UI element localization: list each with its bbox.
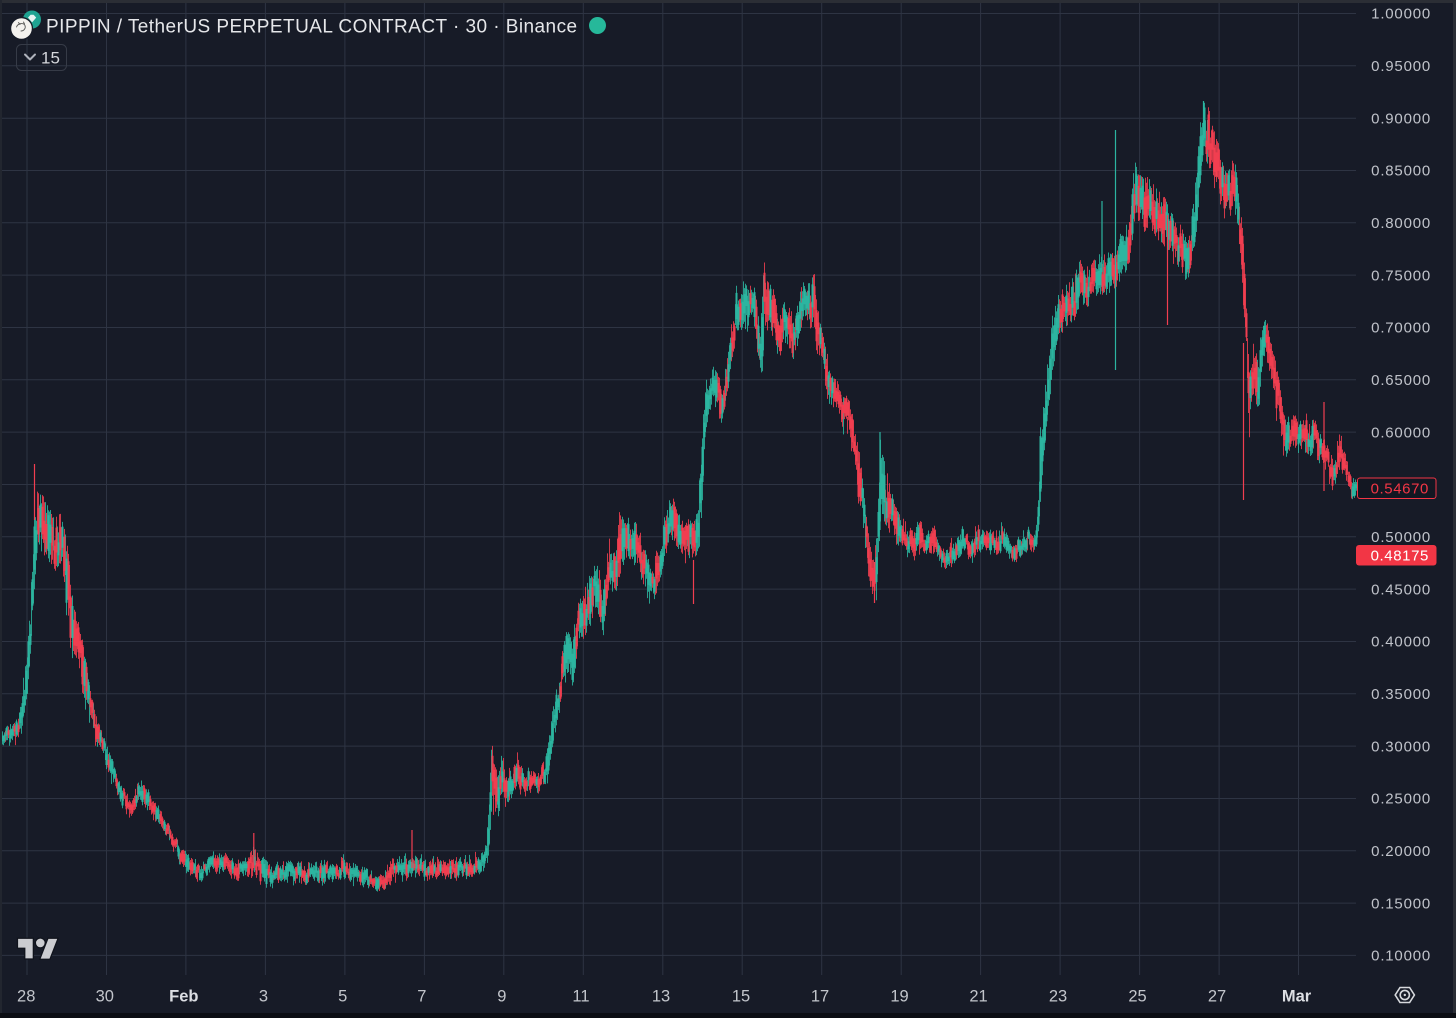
svg-text:0.50000: 0.50000 [1371, 529, 1431, 546]
svg-text:0.48175: 0.48175 [1371, 548, 1429, 565]
svg-text:0.60000: 0.60000 [1371, 424, 1431, 441]
svg-text:13: 13 [652, 988, 670, 1006]
svg-text:0.10000: 0.10000 [1371, 948, 1431, 965]
svg-text:11: 11 [572, 988, 589, 1006]
svg-text:21: 21 [969, 988, 987, 1006]
svg-text:9: 9 [497, 988, 506, 1006]
svg-text:7: 7 [417, 988, 426, 1006]
svg-text:27: 27 [1208, 988, 1226, 1006]
svg-text:0.85000: 0.85000 [1371, 163, 1431, 180]
svg-text:0.45000: 0.45000 [1371, 581, 1431, 598]
svg-text:0.80000: 0.80000 [1371, 215, 1431, 232]
svg-text:5: 5 [338, 988, 347, 1006]
svg-text:15: 15 [41, 49, 60, 68]
svg-text:17: 17 [811, 988, 829, 1006]
svg-text:19: 19 [890, 988, 908, 1006]
svg-text:25: 25 [1128, 988, 1146, 1006]
svg-text:0.15000: 0.15000 [1371, 895, 1431, 912]
svg-text:0.75000: 0.75000 [1371, 267, 1431, 284]
svg-text:15: 15 [732, 988, 750, 1006]
svg-text:3: 3 [259, 988, 268, 1006]
svg-text:0.95000: 0.95000 [1371, 58, 1431, 75]
svg-text:0.30000: 0.30000 [1371, 738, 1431, 755]
svg-text:0.35000: 0.35000 [1371, 686, 1431, 703]
svg-text:30: 30 [96, 988, 114, 1006]
svg-text:Feb: Feb [169, 988, 198, 1006]
svg-text:0.65000: 0.65000 [1371, 372, 1431, 389]
svg-text:Mar: Mar [1282, 988, 1312, 1006]
svg-text:0.90000: 0.90000 [1371, 110, 1431, 127]
svg-text:PIPPIN / TetherUS PERPETUAL CO: PIPPIN / TetherUS PERPETUAL CONTRACT · 3… [46, 17, 578, 38]
svg-text:28: 28 [17, 988, 35, 1006]
svg-text:0.70000: 0.70000 [1371, 320, 1431, 337]
svg-text:0.20000: 0.20000 [1371, 843, 1431, 860]
svg-text:1.00000: 1.00000 [1371, 6, 1431, 23]
svg-text:23: 23 [1049, 988, 1067, 1006]
svg-text:0.40000: 0.40000 [1371, 634, 1431, 651]
svg-text:0.25000: 0.25000 [1371, 791, 1431, 808]
svg-text:0.54670: 0.54670 [1371, 481, 1429, 498]
